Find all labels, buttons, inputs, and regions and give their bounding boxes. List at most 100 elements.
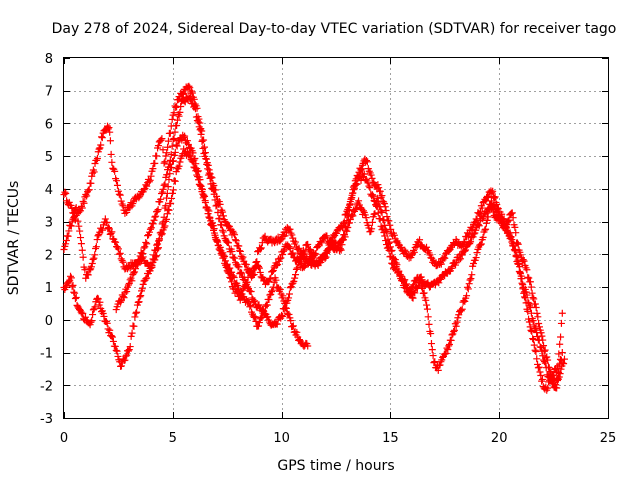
track-d-marker	[538, 347, 546, 355]
track-c-marker	[431, 358, 439, 366]
track-c-marker	[215, 245, 223, 253]
track-b-marker	[289, 322, 297, 330]
track-c-marker	[351, 206, 359, 214]
track-a-marker	[166, 129, 174, 137]
track-b-marker	[268, 288, 276, 296]
track-a-marker	[89, 169, 97, 177]
track-c-marker	[67, 274, 75, 282]
track-d-marker	[533, 333, 541, 341]
track-a-marker	[78, 204, 86, 212]
track-d-marker	[472, 226, 480, 234]
y-tick-label: -3	[40, 412, 53, 427]
track-c-marker	[143, 274, 151, 282]
track-a-marker	[288, 231, 296, 239]
track-d-marker	[452, 261, 460, 269]
track-a-marker	[185, 82, 193, 90]
track-c-marker	[279, 247, 287, 255]
track-c-marker	[466, 276, 474, 284]
track-c-marker	[163, 210, 171, 218]
track-c-marker	[167, 199, 175, 207]
track-d-marker	[209, 186, 217, 194]
track-b-marker	[184, 141, 192, 149]
track-c-marker	[131, 313, 139, 321]
track-a-marker	[511, 223, 519, 231]
track-d-marker	[135, 257, 143, 265]
track-d-marker	[339, 219, 347, 227]
track-c-marker	[453, 318, 461, 326]
track-c-marker	[123, 351, 131, 359]
track-d-marker	[351, 181, 359, 189]
track-c-marker	[458, 305, 466, 313]
track-c-marker	[451, 326, 459, 334]
track-c-marker	[479, 233, 487, 241]
track-d-marker	[151, 213, 159, 221]
y-tick-label: 5	[45, 150, 53, 165]
track-c-marker	[355, 197, 363, 205]
track-d-marker	[152, 212, 160, 220]
track-a-marker	[168, 115, 176, 123]
track-c-marker	[464, 285, 472, 293]
track-d-marker	[187, 96, 195, 104]
track-d-marker	[374, 209, 382, 217]
track-a-marker	[149, 165, 157, 173]
track-a-marker	[162, 152, 170, 160]
track-d-marker	[467, 238, 475, 246]
track-a-marker	[62, 189, 70, 197]
track-d-marker	[349, 189, 357, 197]
track-a-marker	[145, 178, 153, 186]
track-a-marker	[119, 202, 127, 210]
track-b-marker	[304, 342, 312, 350]
track-a-marker	[236, 247, 244, 255]
track-d-marker	[150, 216, 158, 224]
track-d-marker	[488, 202, 496, 210]
track-b-marker	[65, 227, 73, 235]
y-tick-label: 1	[45, 281, 53, 296]
track-c-marker	[410, 288, 418, 296]
track-c-marker	[168, 194, 176, 202]
track-c-marker	[558, 309, 566, 317]
track-b-marker	[285, 310, 293, 318]
track-c-marker	[332, 245, 340, 253]
track-c-marker	[530, 341, 538, 349]
track-c-marker	[452, 322, 460, 330]
track-d-marker	[523, 291, 531, 299]
track-c-marker	[345, 219, 353, 227]
track-d-marker	[231, 254, 239, 262]
track-d-marker	[140, 244, 148, 252]
track-c-marker	[463, 292, 471, 300]
track-d-marker	[285, 290, 293, 298]
track-d-marker	[341, 211, 349, 219]
track-a-marker	[230, 229, 238, 237]
track-d-marker	[157, 195, 165, 203]
track-c-marker	[94, 295, 102, 303]
track-b-marker	[86, 266, 94, 274]
track-c-marker	[461, 297, 469, 305]
track-a-marker	[105, 124, 113, 132]
track-a-marker	[390, 231, 398, 239]
track-c-marker	[146, 267, 154, 275]
track-a-marker	[111, 167, 119, 175]
track-c-marker	[197, 182, 205, 190]
y-tick-label: 3	[45, 216, 53, 231]
track-a-marker	[367, 171, 375, 179]
track-c-marker	[77, 308, 85, 316]
track-d-marker	[553, 384, 561, 392]
track-c-marker	[210, 225, 218, 233]
track-d-marker	[176, 108, 184, 116]
track-d-marker	[289, 279, 297, 287]
track-c-marker	[217, 250, 225, 258]
track-b-marker	[107, 229, 115, 237]
track-d-marker	[467, 234, 475, 242]
track-b-marker	[77, 240, 85, 248]
track-d-marker	[290, 277, 298, 285]
track-b-marker	[108, 228, 116, 236]
track-c-marker	[482, 225, 490, 233]
track-a-marker	[478, 204, 486, 212]
track-c-marker	[274, 260, 282, 268]
track-b-marker	[250, 313, 258, 321]
track-c-marker	[137, 292, 145, 300]
track-c-marker	[279, 251, 287, 259]
track-c-marker	[544, 384, 552, 392]
track-c-marker	[158, 230, 166, 238]
track-c-marker	[434, 366, 442, 374]
